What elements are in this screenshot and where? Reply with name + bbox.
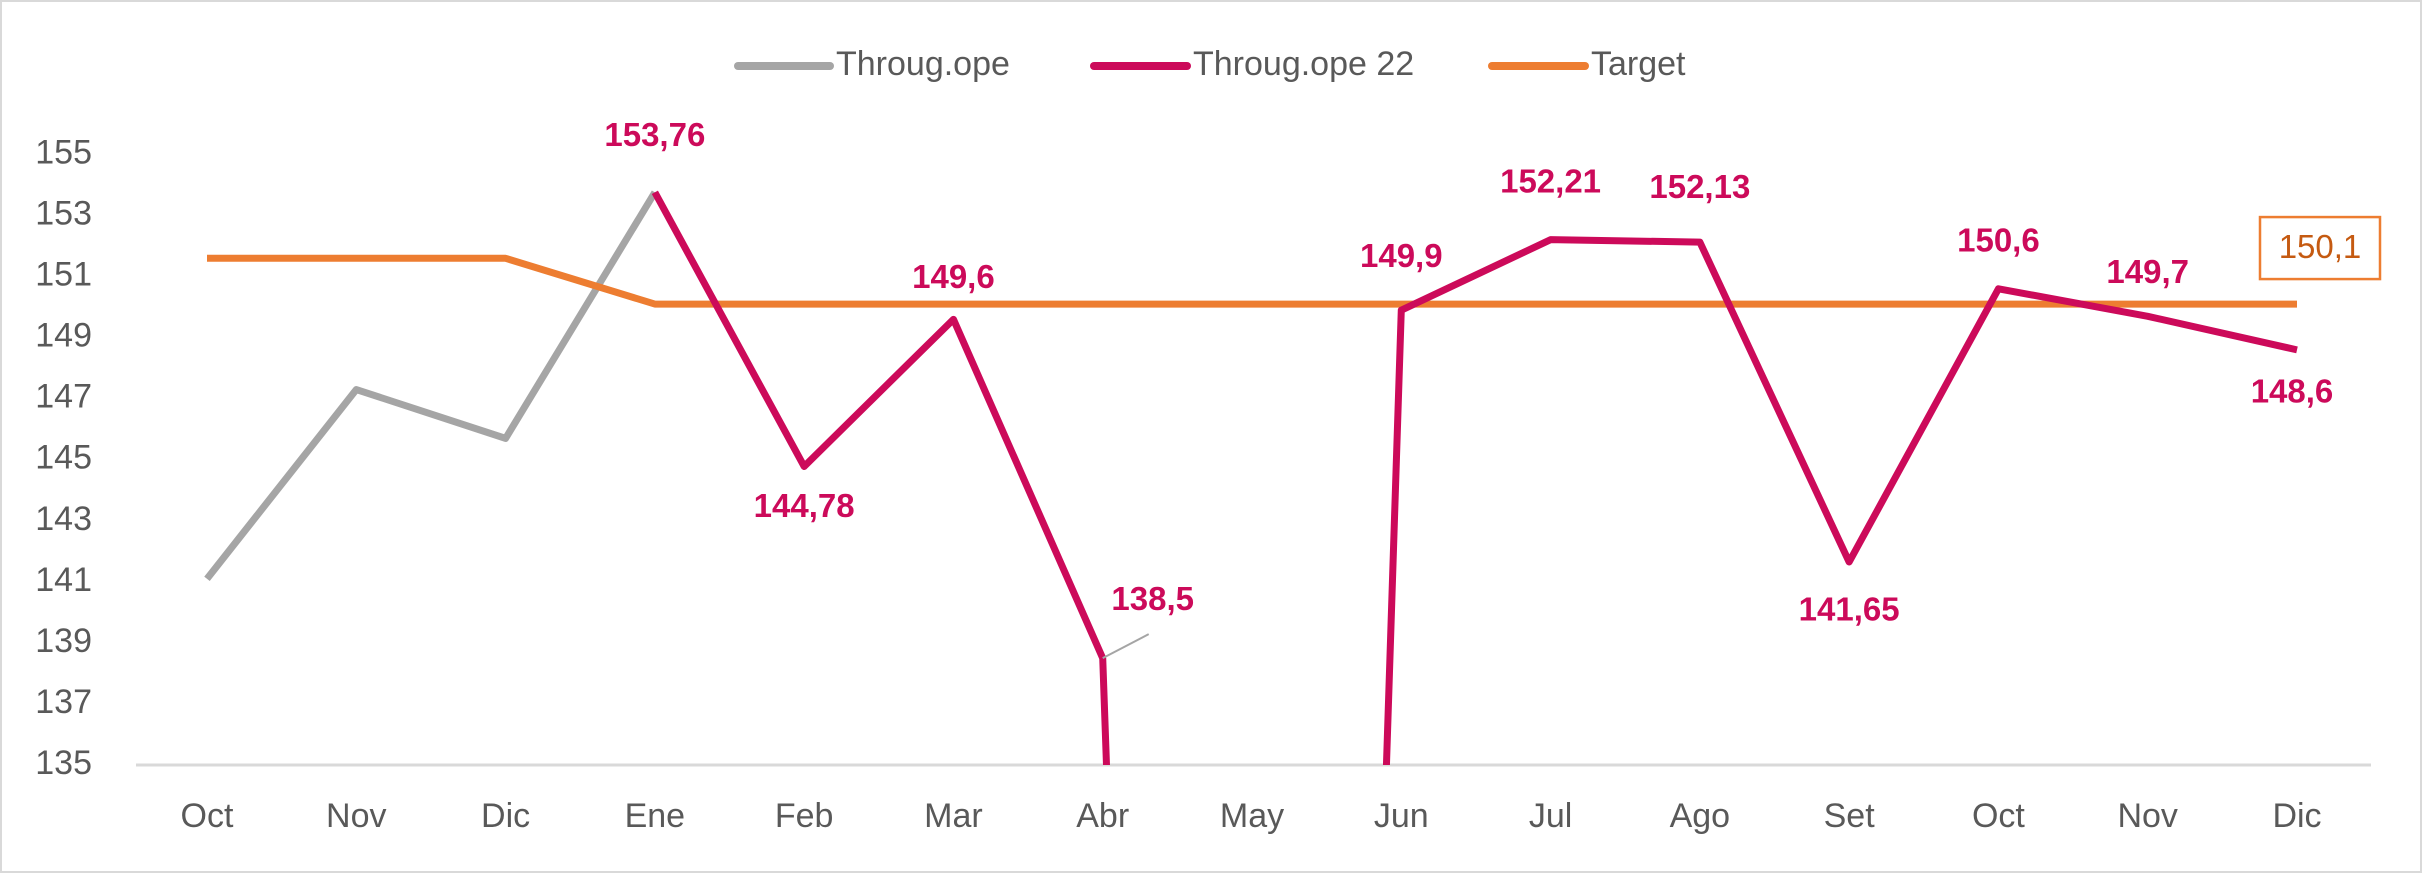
value-label-box	[2258, 215, 2382, 281]
value-label: 149,9	[1360, 237, 1443, 274]
x-tick-label: Dic	[2272, 797, 2321, 835]
y-tick-label: 155	[35, 133, 92, 171]
y-tick-label: 153	[35, 195, 92, 233]
x-tick-label: Oct	[1972, 797, 2025, 835]
y-tick-label: 149	[35, 317, 92, 355]
legend-label: Throug.ope	[836, 45, 1010, 83]
value-label: 150,1	[2279, 228, 2362, 265]
x-tick-label: Jul	[1529, 797, 1572, 835]
value-label: 152,13	[1649, 168, 1750, 205]
y-tick-label: 135	[35, 744, 92, 782]
x-tick-label: Ago	[1670, 797, 1731, 835]
x-tick-label: Nov	[2117, 797, 2177, 835]
plot-area	[204, 190, 2298, 765]
y-tick-label: 147	[35, 378, 92, 416]
value-label: 144,78	[754, 487, 855, 524]
series-line	[207, 254, 2297, 308]
value-label: 153,76	[604, 116, 705, 153]
y-tick-label: 151	[35, 256, 92, 294]
value-label: 150,6	[1957, 222, 2040, 259]
x-tick-label: Abr	[1076, 797, 1129, 835]
leader-line	[1102, 633, 1150, 660]
y-tick-label: 139	[35, 622, 92, 660]
y-tick-label: 137	[35, 683, 92, 721]
series-line	[204, 190, 658, 581]
legend-label: Throug.ope 22	[1193, 45, 1414, 83]
x-tick-label: Feb	[775, 797, 834, 835]
y-tick-label: 145	[35, 439, 92, 477]
x-tick-label: Set	[1824, 797, 1876, 835]
value-label: 138,5	[1111, 580, 1194, 617]
value-label: 152,21	[1500, 162, 1601, 199]
value-label: 149,6	[912, 258, 995, 295]
x-tick-label: May	[1220, 797, 1284, 835]
x-tick-label: Ene	[625, 797, 686, 835]
x-tick-label: Mar	[924, 797, 983, 835]
legend-label: Target	[1591, 45, 1686, 83]
y-tick-label: 141	[35, 561, 92, 599]
x-tick-label: Dic	[481, 797, 530, 835]
value-label: 141,65	[1799, 591, 1900, 628]
x-tick-label: Jun	[1374, 797, 1429, 835]
series-line	[651, 190, 2298, 765]
x-tick-label: Oct	[181, 797, 234, 835]
value-label: 149,7	[2106, 253, 2189, 290]
y-tick-label: 143	[35, 500, 92, 538]
x-tick-label: Nov	[326, 797, 386, 835]
value-label: 148,6	[2251, 373, 2334, 410]
